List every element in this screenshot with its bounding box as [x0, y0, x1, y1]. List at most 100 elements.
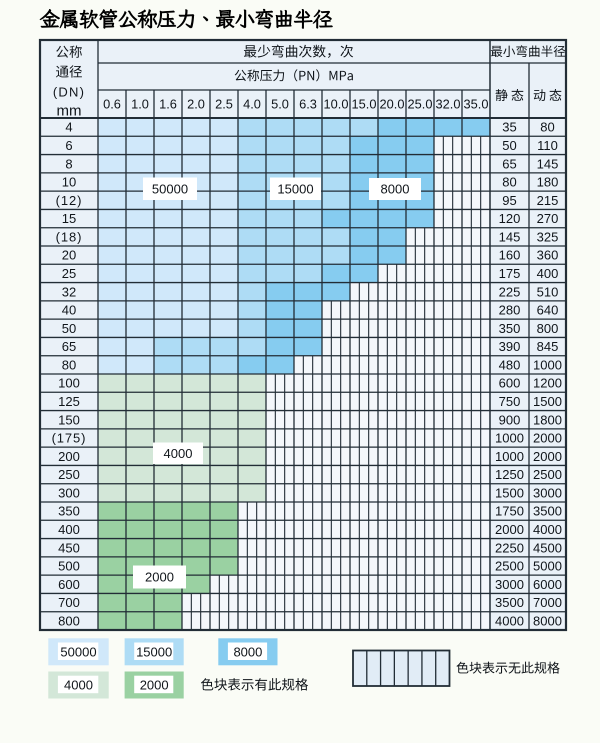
svg-text:325: 325	[537, 229, 559, 244]
svg-text:100: 100	[58, 376, 80, 391]
svg-text:350: 350	[58, 504, 80, 519]
svg-text:8000: 8000	[533, 613, 562, 628]
svg-text:845: 845	[537, 339, 559, 354]
svg-text:1750: 1750	[495, 504, 524, 519]
svg-text:1000: 1000	[495, 431, 524, 446]
svg-text:1500: 1500	[495, 485, 524, 500]
svg-text:65: 65	[502, 156, 516, 171]
svg-text:8: 8	[65, 156, 72, 171]
svg-text:180: 180	[537, 175, 559, 190]
svg-text:150: 150	[58, 412, 80, 427]
svg-text:510: 510	[537, 284, 559, 299]
svg-text:2.0: 2.0	[187, 97, 205, 112]
svg-text:6.3: 6.3	[299, 97, 317, 112]
svg-text:(18): (18)	[56, 229, 83, 244]
svg-text:3000: 3000	[533, 485, 562, 500]
svg-text:5.0: 5.0	[271, 97, 289, 112]
svg-text:480: 480	[499, 357, 521, 372]
svg-text:2000: 2000	[495, 522, 524, 537]
svg-text:5000: 5000	[533, 559, 562, 574]
svg-text:65: 65	[62, 339, 76, 354]
svg-text:4000: 4000	[164, 446, 193, 461]
svg-text:50: 50	[62, 321, 76, 336]
svg-text:25.0: 25.0	[408, 97, 433, 112]
svg-text:225: 225	[499, 284, 521, 299]
svg-text:0.6: 0.6	[103, 97, 121, 112]
svg-text:32.0: 32.0	[436, 97, 461, 112]
svg-text:390: 390	[499, 339, 521, 354]
svg-text:1.6: 1.6	[159, 97, 177, 112]
svg-text:80: 80	[540, 120, 554, 135]
svg-text:10.0: 10.0	[324, 97, 349, 112]
svg-text:400: 400	[537, 266, 559, 281]
svg-text:95: 95	[502, 193, 516, 208]
svg-text:200: 200	[58, 449, 80, 464]
svg-text:145: 145	[537, 156, 559, 171]
svg-text:6: 6	[65, 138, 72, 153]
svg-text:32: 32	[62, 284, 76, 299]
svg-text:mm: mm	[57, 103, 82, 120]
svg-text:15000: 15000	[136, 644, 172, 659]
svg-text:10: 10	[62, 175, 76, 190]
svg-text:2000: 2000	[533, 431, 562, 446]
svg-text:450: 450	[58, 540, 80, 555]
svg-text:(DN): (DN)	[53, 84, 85, 99]
svg-text:500: 500	[58, 559, 80, 574]
svg-text:1000: 1000	[495, 449, 524, 464]
svg-text:600: 600	[58, 577, 80, 592]
svg-text:50000: 50000	[60, 644, 96, 659]
svg-text:4000: 4000	[495, 613, 524, 628]
svg-text:250: 250	[58, 467, 80, 482]
svg-text:700: 700	[58, 595, 80, 610]
svg-text:4: 4	[65, 120, 72, 135]
svg-text:2250: 2250	[495, 540, 524, 555]
svg-text:2000: 2000	[533, 449, 562, 464]
svg-text:1.0: 1.0	[131, 97, 149, 112]
svg-text:145: 145	[499, 229, 521, 244]
svg-text:2000: 2000	[145, 570, 174, 585]
svg-text:1250: 1250	[495, 467, 524, 482]
svg-text:80: 80	[502, 175, 516, 190]
svg-text:25: 25	[62, 266, 76, 281]
svg-text:20.0: 20.0	[380, 97, 405, 112]
svg-text:120: 120	[499, 211, 521, 226]
svg-text:(175): (175)	[52, 431, 87, 446]
svg-text:280: 280	[499, 303, 521, 318]
svg-text:350: 350	[499, 321, 521, 336]
svg-text:215: 215	[537, 193, 559, 208]
svg-text:(12): (12)	[56, 193, 83, 208]
svg-text:270: 270	[537, 211, 559, 226]
svg-text:40: 40	[62, 303, 76, 318]
svg-text:175: 175	[499, 266, 521, 281]
svg-text:800: 800	[58, 613, 80, 628]
svg-text:50: 50	[502, 138, 516, 153]
svg-text:160: 160	[499, 248, 521, 263]
svg-text:8000: 8000	[381, 182, 410, 197]
svg-text:35.0: 35.0	[464, 97, 489, 112]
svg-text:750: 750	[499, 394, 521, 409]
svg-text:300: 300	[58, 485, 80, 500]
svg-text:1500: 1500	[533, 394, 562, 409]
svg-text:2500: 2500	[495, 559, 524, 574]
svg-text:4000: 4000	[64, 678, 93, 693]
svg-text:2000: 2000	[140, 678, 169, 693]
svg-text:15: 15	[62, 211, 76, 226]
svg-text:4.0: 4.0	[243, 97, 261, 112]
svg-text:1800: 1800	[533, 412, 562, 427]
svg-text:35: 35	[502, 120, 516, 135]
svg-text:7000: 7000	[533, 595, 562, 610]
svg-text:125: 125	[58, 394, 80, 409]
svg-text:600: 600	[499, 376, 521, 391]
svg-text:400: 400	[58, 522, 80, 537]
svg-text:1200: 1200	[533, 376, 562, 391]
svg-text:80: 80	[62, 357, 76, 372]
svg-text:8000: 8000	[233, 644, 262, 659]
svg-text:2500: 2500	[533, 467, 562, 482]
svg-text:2.5: 2.5	[215, 97, 233, 112]
svg-text:110: 110	[537, 138, 558, 153]
svg-text:3500: 3500	[533, 504, 562, 519]
svg-text:6000: 6000	[533, 577, 562, 592]
svg-text:1000: 1000	[533, 357, 562, 372]
svg-text:15.0: 15.0	[352, 97, 377, 112]
svg-text:3500: 3500	[495, 595, 524, 610]
